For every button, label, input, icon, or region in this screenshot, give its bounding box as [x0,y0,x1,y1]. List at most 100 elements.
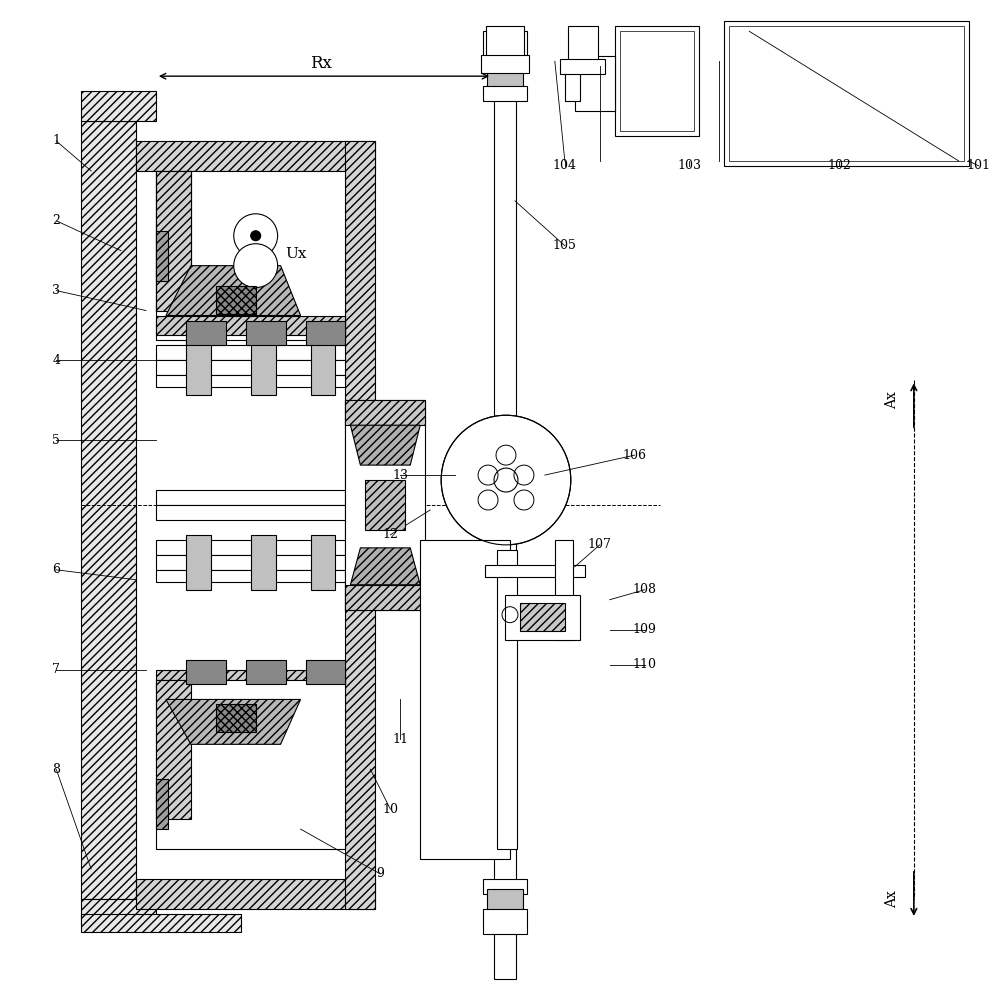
Text: 7: 7 [52,663,60,676]
Text: 1: 1 [52,134,60,147]
Bar [156,316,345,335]
Bar [724,21,969,166]
Text: 12: 12 [382,528,398,541]
Bar [156,505,345,520]
Bar [246,660,286,684]
Bar [345,141,375,909]
Bar [487,889,523,919]
Text: 2: 2 [52,214,60,227]
Text: 107: 107 [588,538,612,551]
Bar [156,680,345,849]
Bar [186,660,226,684]
Circle shape [251,231,261,241]
Bar [620,31,694,131]
Circle shape [234,244,278,288]
Bar [216,286,256,314]
Polygon shape [350,548,420,585]
Bar [420,540,510,859]
Bar [81,91,156,121]
Text: Ax: Ax [885,890,899,908]
Text: Ux: Ux [286,247,307,261]
Text: 103: 103 [677,159,701,172]
Bar [81,899,156,924]
Bar [156,540,345,555]
Text: 109: 109 [633,623,657,636]
Text: 108: 108 [633,583,657,596]
Text: 11: 11 [392,733,408,746]
Bar [156,670,345,689]
Bar [81,121,136,899]
Bar [483,86,527,101]
Bar [156,779,168,829]
Bar [156,231,168,281]
Bar [156,555,345,570]
Text: 6: 6 [52,563,60,576]
Bar [156,570,345,582]
Bar [306,321,345,345]
Bar [345,585,425,610]
Text: 101: 101 [967,159,991,172]
Bar [251,340,276,395]
Bar [575,56,615,111]
Bar [311,535,335,590]
Text: 8: 8 [52,763,60,776]
Bar [156,375,345,387]
Text: 9: 9 [376,867,384,880]
Bar [615,26,699,136]
Bar [483,909,527,934]
Bar [156,680,191,819]
Bar [560,59,605,74]
Bar [345,400,425,610]
Text: 102: 102 [827,159,851,172]
Polygon shape [350,425,420,465]
Bar [306,660,345,684]
Text: 4: 4 [52,354,60,367]
Bar [497,550,517,849]
Bar [487,61,523,91]
Text: 10: 10 [382,803,398,816]
Bar [555,540,573,640]
Polygon shape [166,266,301,316]
Bar [156,171,191,311]
Circle shape [441,415,571,545]
Bar [565,66,580,101]
Bar [156,171,345,340]
Bar [156,360,345,375]
Bar [494,31,516,979]
Text: 104: 104 [553,159,577,172]
Text: 13: 13 [392,469,408,482]
Bar [483,879,527,894]
Bar [365,480,405,530]
Bar [81,914,241,932]
Text: 105: 105 [553,239,577,252]
Bar [311,340,335,395]
Bar [186,340,211,395]
Text: 110: 110 [633,658,657,671]
Text: Rx: Rx [310,55,331,72]
Bar [216,704,256,732]
Bar [345,400,425,425]
Bar [520,603,565,631]
Bar [186,321,226,345]
Bar [485,565,585,577]
Bar [136,879,375,909]
Bar [156,490,345,505]
Polygon shape [166,699,301,744]
Bar [156,345,345,360]
Bar [729,26,964,161]
Circle shape [234,214,278,258]
Text: 3: 3 [52,284,60,297]
Bar [136,141,375,171]
Bar [505,595,580,640]
Bar [481,55,529,73]
Bar [483,31,527,71]
Bar [568,26,598,64]
Bar [251,535,276,590]
Bar [186,535,211,590]
Bar [246,321,286,345]
Circle shape [494,468,518,492]
Text: Ax: Ax [885,391,899,409]
Text: 5: 5 [52,434,60,447]
Text: 106: 106 [623,449,647,462]
Bar [486,26,524,59]
